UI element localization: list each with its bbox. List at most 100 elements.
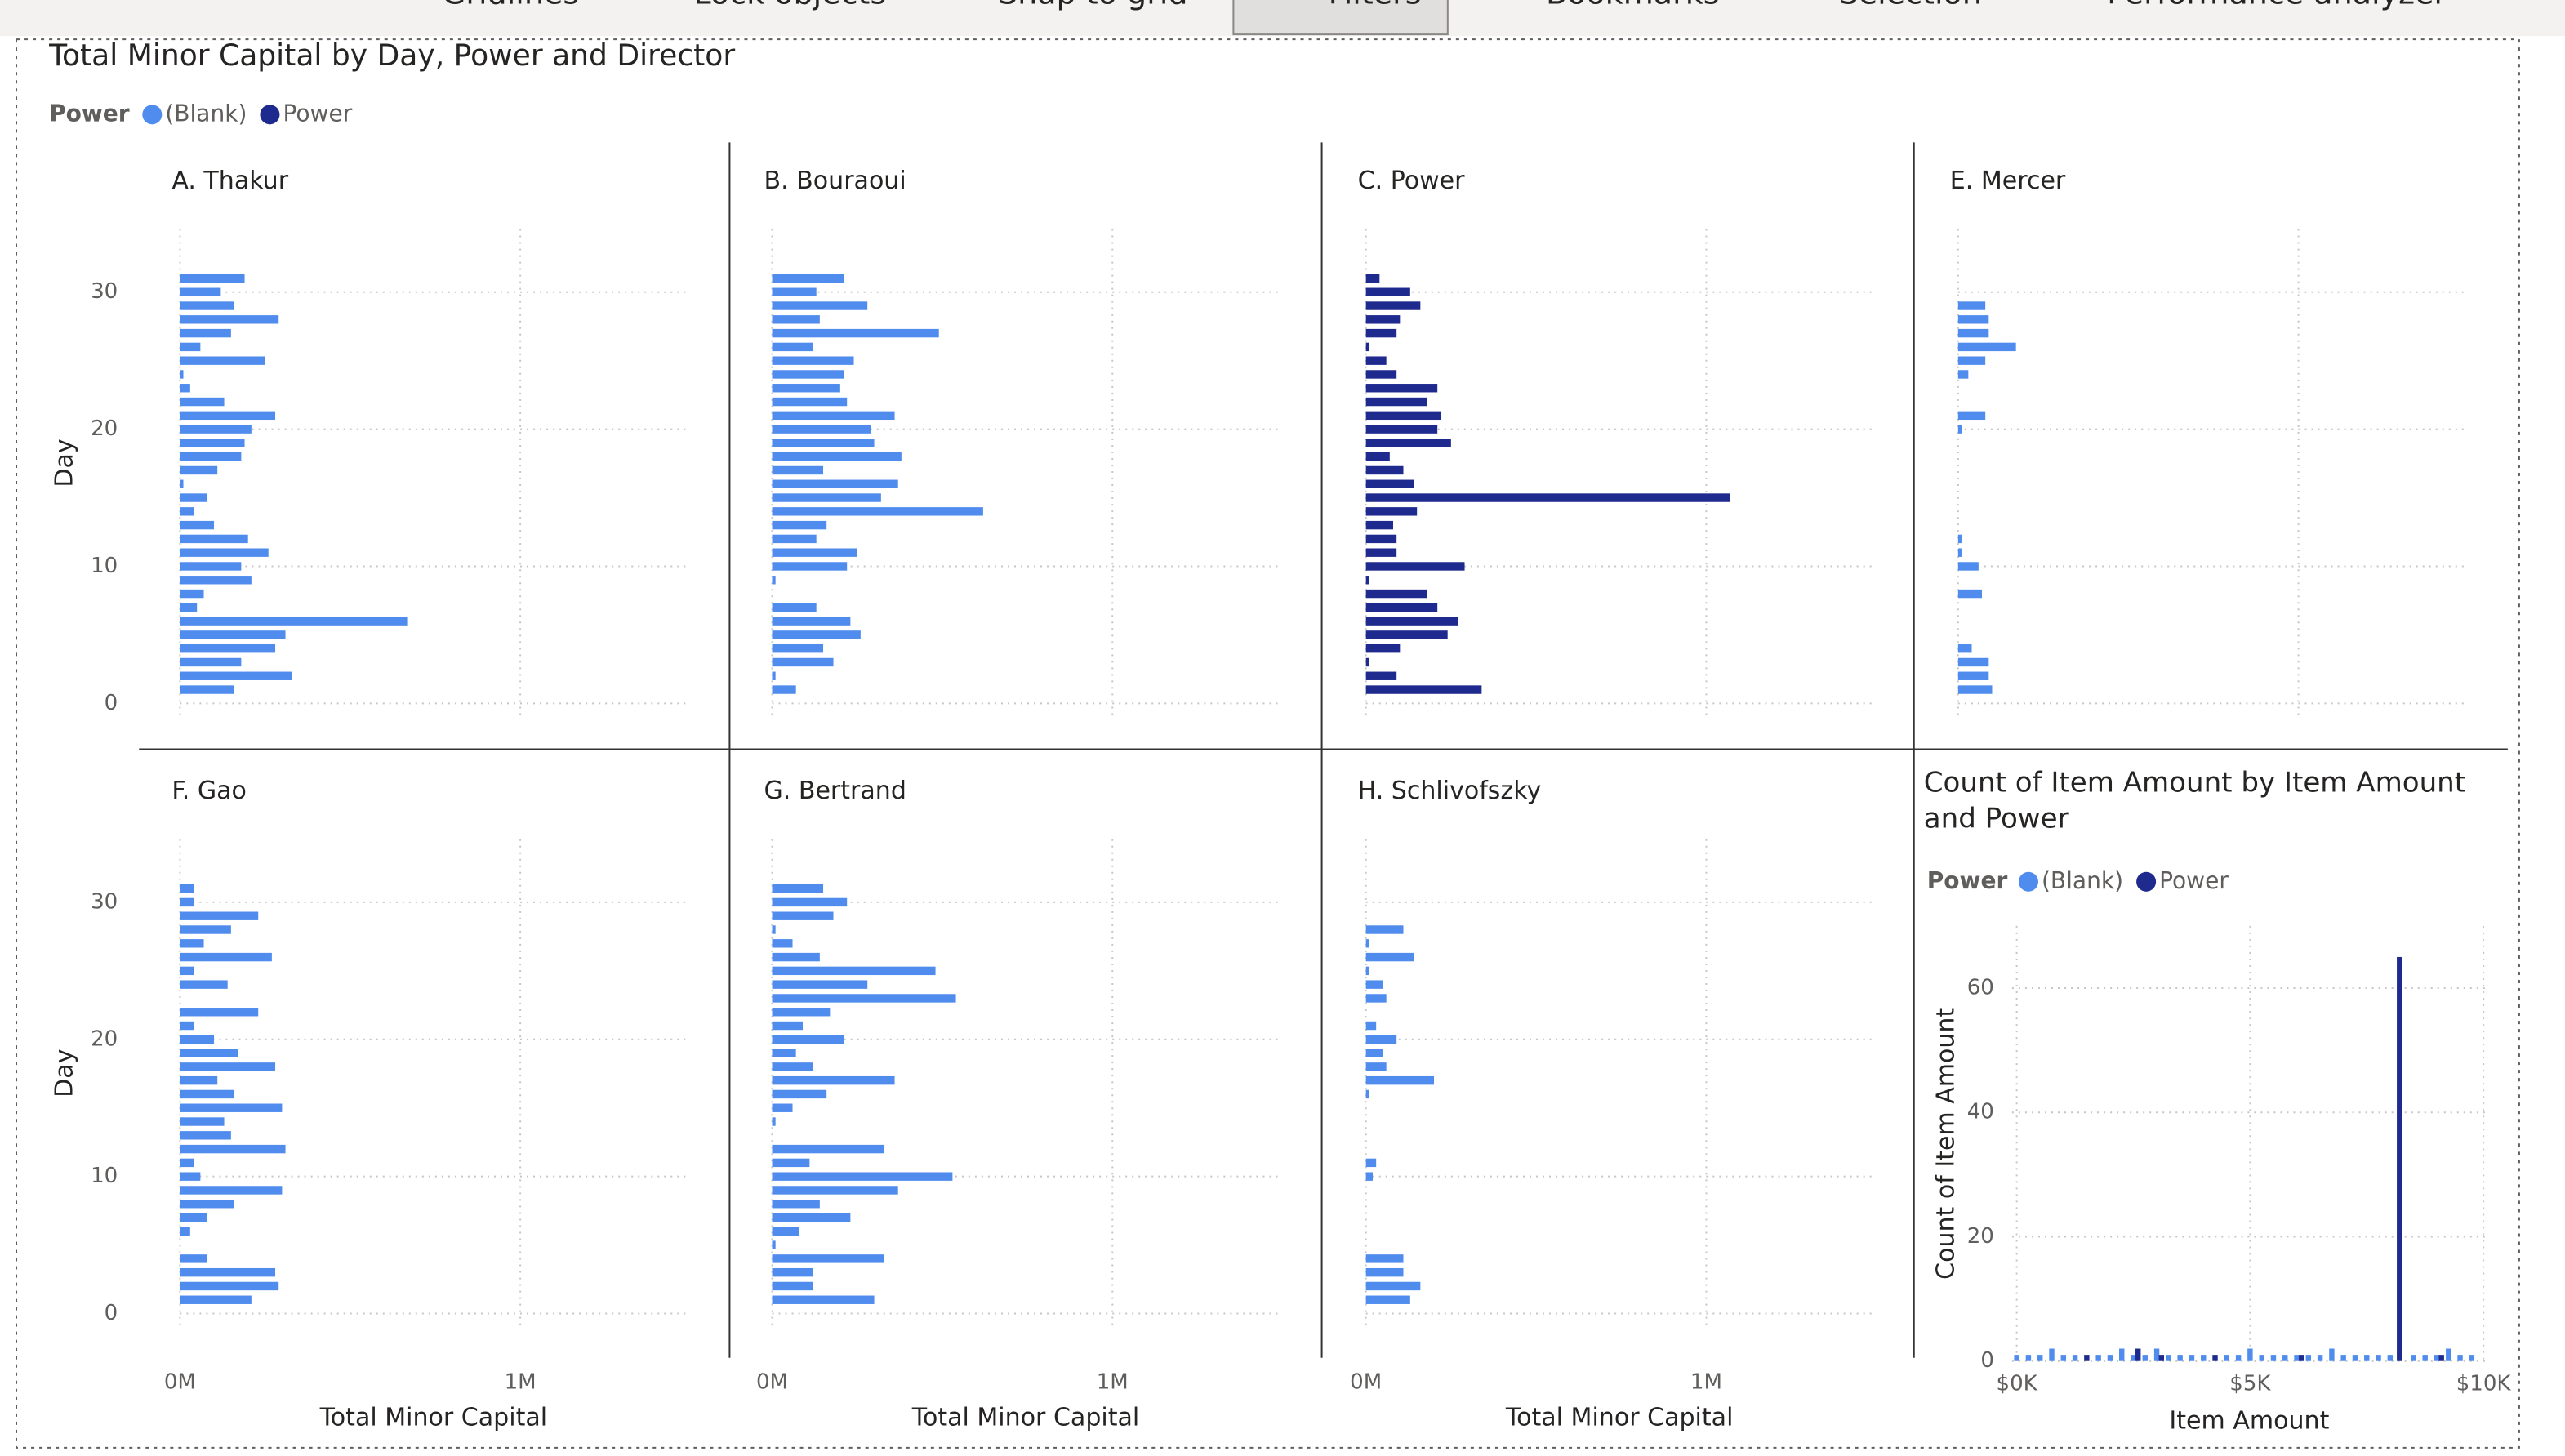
column <box>2235 1355 2242 1361</box>
column <box>2037 1355 2043 1361</box>
bar <box>180 1158 194 1168</box>
bar <box>180 897 194 907</box>
bar <box>180 439 245 447</box>
x-axis-label: Item Amount <box>2169 1406 2329 1435</box>
bar <box>180 1254 207 1263</box>
bar <box>772 1172 953 1181</box>
bar <box>1365 465 1404 475</box>
toolbar-item[interactable]: Filters <box>1329 0 1422 11</box>
column <box>2177 1355 2183 1361</box>
bar <box>1365 356 1387 365</box>
bar <box>1365 603 1438 612</box>
y-tick-label: 0 <box>105 691 118 715</box>
column <box>2387 1355 2394 1361</box>
bar <box>1365 439 1451 447</box>
x-axis-label: Total Minor Capital <box>1505 1403 1734 1432</box>
bar <box>1365 925 1404 934</box>
bar <box>772 1089 827 1099</box>
bar <box>772 287 817 296</box>
bar <box>180 384 190 393</box>
bar <box>772 1144 885 1154</box>
panel-title: H. Schlivofszky <box>1358 777 1542 805</box>
bar <box>180 576 252 585</box>
bar <box>180 1089 235 1099</box>
bar <box>1365 493 1730 502</box>
toolbar-item[interactable]: Bookmarks <box>1546 0 1720 11</box>
toolbar-item[interactable]: Selection <box>1839 0 1982 11</box>
bar <box>180 589 204 599</box>
bar <box>772 1254 885 1263</box>
bar <box>1957 328 1989 338</box>
bar <box>1365 425 1438 434</box>
bar <box>180 1295 252 1304</box>
bar <box>772 952 820 962</box>
bar <box>772 1103 793 1112</box>
bar <box>1957 671 1989 680</box>
bar <box>1365 548 1397 557</box>
column <box>2457 1355 2463 1361</box>
bar <box>772 493 881 502</box>
bar <box>1365 1158 1377 1168</box>
column <box>2060 1355 2066 1361</box>
y-tick-label: 30 <box>91 889 118 914</box>
column <box>2107 1355 2113 1361</box>
legend-marker <box>2018 871 2038 892</box>
bar <box>1957 548 1962 557</box>
bar <box>772 520 827 530</box>
bar <box>1365 671 1397 680</box>
bar <box>180 274 245 283</box>
toolbar-item[interactable]: Gridlines <box>442 0 579 11</box>
bar <box>1365 1062 1387 1071</box>
filters-button[interactable] <box>1232 0 1449 36</box>
bar <box>772 425 871 434</box>
column <box>2305 1355 2312 1361</box>
toolbar-item[interactable]: Lock objects <box>693 0 886 11</box>
column <box>2142 1355 2149 1361</box>
bar <box>1957 370 1969 379</box>
bar <box>1365 534 1397 544</box>
bar <box>772 671 776 680</box>
bar <box>180 1117 225 1126</box>
chart-title: Count of Item Amount by Item Amount and … <box>1923 767 2466 836</box>
legend-marker <box>260 105 280 125</box>
bar <box>772 1062 813 1071</box>
bar <box>180 617 408 626</box>
bar <box>1365 643 1401 653</box>
column <box>2469 1355 2475 1361</box>
bar <box>1957 425 1962 434</box>
column <box>2084 1355 2090 1361</box>
bar <box>772 439 875 447</box>
legend-label: Power <box>283 100 352 127</box>
bar <box>180 1035 215 1044</box>
y-tick-label: 20 <box>91 416 118 441</box>
toolbar-item[interactable]: Performance analyzer <box>2107 0 2447 11</box>
bar <box>180 1281 279 1291</box>
bar <box>1365 562 1465 571</box>
column <box>2270 1355 2277 1361</box>
bar <box>180 1200 235 1209</box>
y-tick-label: 10 <box>91 554 118 578</box>
bar <box>772 643 824 653</box>
bar <box>772 1240 776 1249</box>
bar <box>772 1267 813 1277</box>
bar <box>1957 315 1989 324</box>
bar <box>772 939 793 948</box>
panel-title: A. Thakur <box>171 167 288 195</box>
bar <box>1957 356 1986 365</box>
legend-marker <box>142 105 163 125</box>
bar <box>772 1295 875 1304</box>
bar <box>180 1103 283 1112</box>
bar <box>1365 328 1397 338</box>
bar <box>772 657 834 667</box>
toolbar-item[interactable]: Snap to grid <box>998 0 1188 11</box>
column <box>2025 1355 2032 1361</box>
bar <box>772 1008 831 1017</box>
legend-title: Power <box>49 100 130 127</box>
bar <box>1365 1075 1435 1085</box>
bar <box>772 328 939 338</box>
bar <box>772 884 824 893</box>
x-tick-label: 0M <box>1350 1369 1382 1394</box>
column <box>2212 1355 2218 1361</box>
bar <box>180 643 276 653</box>
